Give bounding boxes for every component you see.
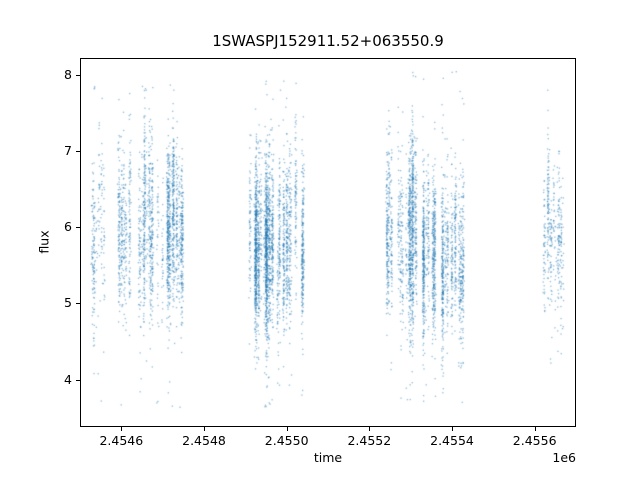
x-tick-mark [534,427,536,431]
x-tick-mark [369,427,371,431]
y-tick-label: 7 [64,143,72,158]
y-tick-label: 5 [64,295,72,311]
y-tick-label: 6 [64,219,72,235]
x-tick-label: 2.4556 [512,433,557,448]
y-tick-label: 4 [64,371,72,387]
y-tick-mark [76,227,80,229]
x-tick-mark [452,427,453,431]
x-tick-label: 2.4552 [347,433,392,448]
scatter-points-canvas [80,58,576,427]
y-tick-mark [76,379,80,381]
y-tick-label: 8 [64,66,72,82]
x-tick-label: 2.4554 [430,433,474,448]
y-tick-mark [76,303,80,305]
x-tick-label: 2.4548 [182,433,226,448]
x-tick-label: 2.4550 [264,433,309,448]
x-tick-mark [204,427,205,431]
x-axis-offset-label: 1e6 [552,450,576,465]
x-axis-label: time [313,450,343,465]
y-tick-mark [76,151,80,152]
x-tick-mark [286,427,288,431]
x-tick-label: 2.4546 [99,433,144,448]
y-tick-mark [76,74,80,76]
x-tick-mark [121,427,123,431]
chart-title: 1SWASPJ152911.52+063550.9 [212,32,444,50]
